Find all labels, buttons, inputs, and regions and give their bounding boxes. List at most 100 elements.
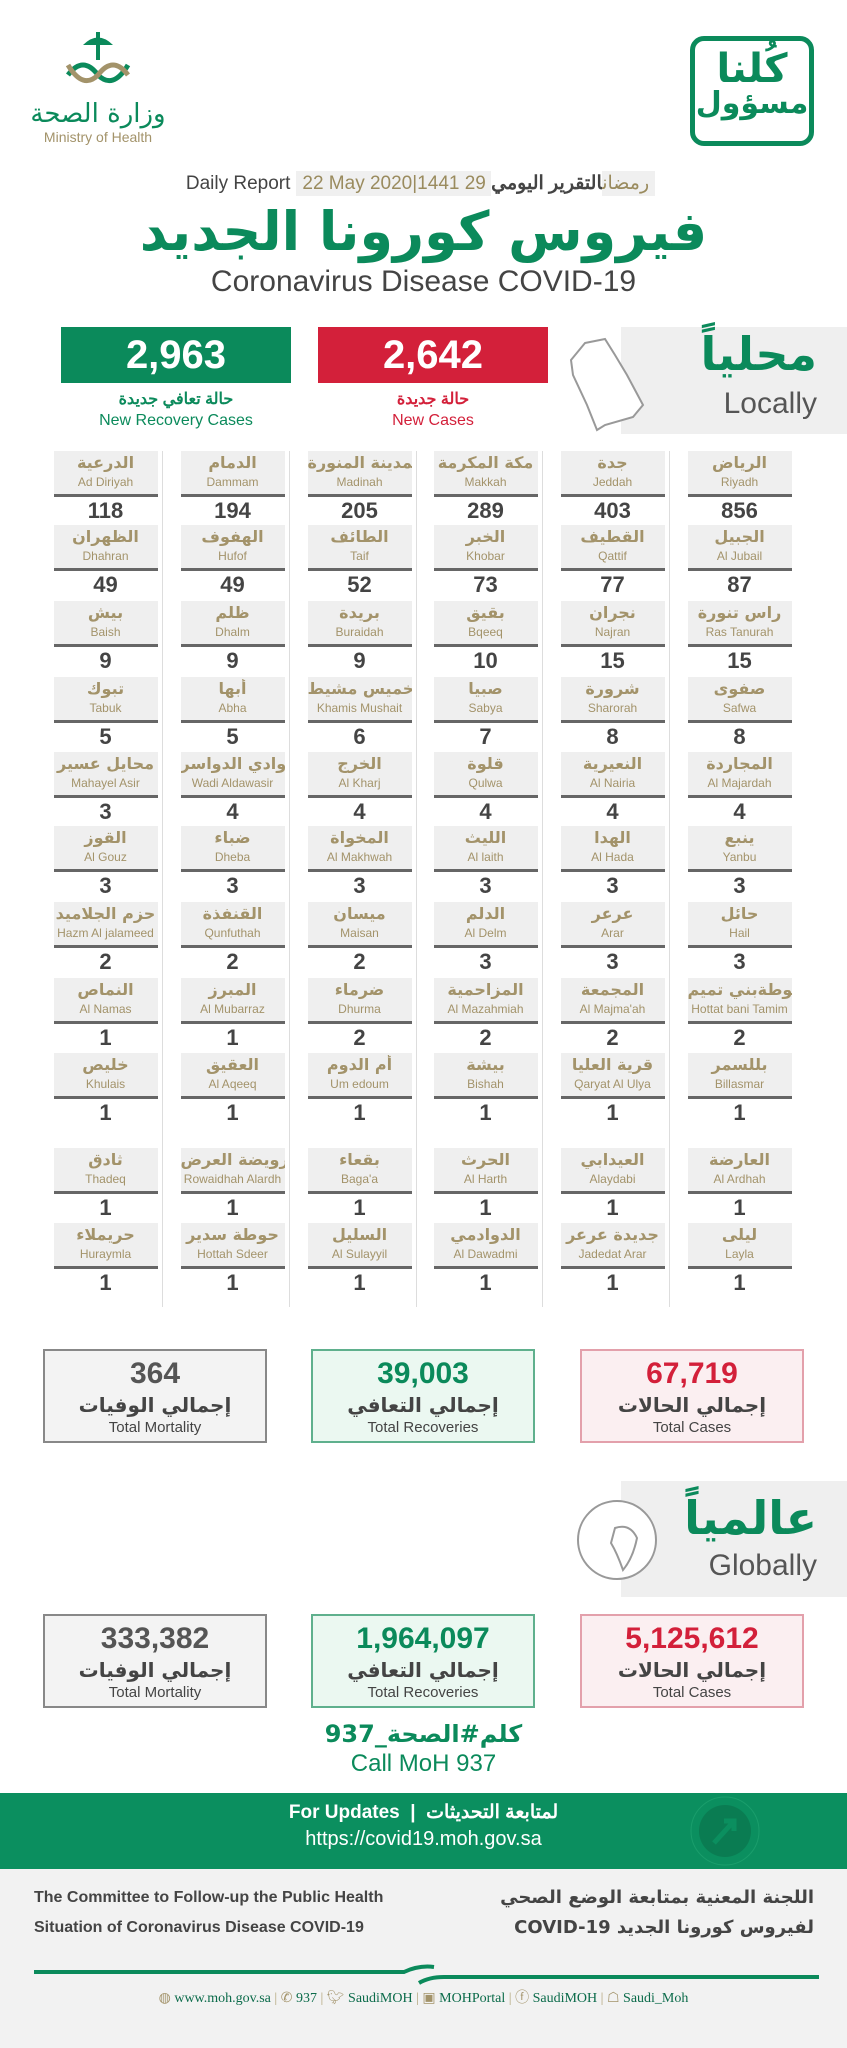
- city-name-en: Hail: [729, 926, 750, 940]
- social-link[interactable]: 🐦︎ SaudiMOH: [327, 1991, 413, 2006]
- city-case-count: 2: [733, 1025, 746, 1050]
- moh-logo: وزارة الصحة Ministry of Health: [28, 30, 168, 145]
- city-case-count: 15: [600, 648, 625, 673]
- city-name-ar: محايل عسير: [57, 754, 154, 773]
- social-link[interactable]: ☖ Saudi_Moh: [607, 1991, 688, 2006]
- city-cell: صبيا Sabya 7: [422, 677, 549, 751]
- city-name-ar: تبوك: [86, 679, 125, 698]
- city-name-ar: الجبيل: [714, 527, 765, 546]
- city-name-en: Jeddah: [592, 475, 633, 489]
- city-name-en: Um edoum: [330, 1077, 389, 1091]
- city-name-en: Khamis Mushait: [316, 701, 403, 715]
- value: 364: [129, 1357, 181, 1390]
- city-case-count: 3: [99, 799, 112, 824]
- city-label: بيشة Bishah: [433, 1053, 538, 1099]
- city-cell: القنفذة Qunfuthah 2: [169, 902, 296, 976]
- city-cell: خليص Khulais 1: [42, 1053, 169, 1127]
- city-case-count: 3: [606, 873, 619, 898]
- city-cell: بقيق Bqeeq 10: [422, 601, 549, 675]
- city-name-ar: حائل: [720, 904, 759, 923]
- city-cell: المبرز Al Mubarraz 1: [169, 978, 296, 1052]
- social-link[interactable]: ◍ www.moh.gov.sa: [159, 1991, 271, 2006]
- city-name-ar: جدة: [597, 453, 628, 472]
- label-ar: إجمالي الوفيات: [78, 1658, 232, 1682]
- city-name-ar: شرورة: [585, 679, 640, 698]
- column-divider: [162, 451, 163, 1307]
- city-cell: أبها Abha 5: [169, 677, 296, 751]
- city-case-count: 4: [733, 799, 746, 824]
- city-name-ar: حزم الجلاميد: [55, 904, 156, 923]
- city-name-en: Maisan: [340, 926, 379, 940]
- city-name-ar: الحرث: [460, 1150, 511, 1169]
- city-name-en: Wadi Aldawasir: [191, 776, 274, 790]
- label-en: Total Recoveries: [367, 1419, 479, 1436]
- city-name-ar: النعيرية: [582, 754, 643, 773]
- city-label: شرورة Sharorah: [560, 677, 665, 723]
- report-date: 22 May 2020|1441 29 رمضان: [296, 171, 656, 196]
- city-name-en: Al Aqeeq: [208, 1077, 257, 1091]
- city-case-count: 1: [479, 1195, 492, 1220]
- city-case-count: 1: [226, 1025, 239, 1050]
- city-label: النعيرية Al Nairia: [560, 752, 665, 798]
- city-case-count: 3: [479, 873, 492, 898]
- city-name-en: Al Jubail: [716, 549, 763, 563]
- city-name-en: Al Gouz: [84, 850, 127, 864]
- snapchat-icon: ☖: [606, 1991, 620, 2006]
- city-label: خليص Khulais: [53, 1053, 158, 1099]
- city-case-count: 3: [733, 949, 746, 974]
- city-cell: أم الدوم Um edoum 1: [296, 1053, 423, 1127]
- city-cell: الدوادمي Al Dawadmi 1: [422, 1223, 549, 1297]
- new-cases-label-ar: حالة جديدة: [396, 391, 470, 408]
- city-name-en: Riyadh: [720, 475, 759, 489]
- separator: |: [270, 1991, 281, 2006]
- city-name-en: Thadeq: [85, 1172, 126, 1186]
- city-name-ar: الدرعية: [76, 453, 135, 472]
- city-case-count: 49: [93, 572, 118, 597]
- city-cell: النماص Al Namas 1: [42, 978, 169, 1052]
- city-name-en: Hottah Sdeer: [197, 1247, 268, 1261]
- city-name-ar: بقيق: [466, 603, 505, 622]
- city-label: السليل Al Sulayyil: [307, 1223, 412, 1269]
- moh-name-en: Ministry of Health: [43, 129, 153, 145]
- social-link[interactable]: ✆ 937: [281, 1991, 317, 2006]
- city-case-count: 1: [733, 1100, 746, 1125]
- new-recoveries-label-en: New Recovery Cases: [99, 412, 253, 429]
- city-name-ar: المزاحمية: [447, 980, 524, 999]
- label-ar: إجمالي الحالات: [617, 1658, 767, 1682]
- city-case-count: 9: [226, 648, 239, 673]
- city-case-count: 2: [226, 949, 239, 974]
- city-name-ar: قلوة: [467, 754, 504, 773]
- masool-text: مسؤول: [695, 86, 809, 121]
- city-name-en: Dhurma: [338, 1002, 381, 1016]
- city-case-count: 3: [353, 873, 366, 898]
- city-cell: بقعاء Baga'a 1: [296, 1148, 423, 1222]
- city-label: قلوة Qulwa: [433, 752, 538, 798]
- city-label: بقيق Bqeeq: [433, 601, 538, 647]
- city-case-count: 1: [479, 1270, 492, 1295]
- city-label: ميسان Maisan: [307, 902, 412, 948]
- city-cell: النعيرية Al Nairia 4: [549, 752, 676, 826]
- city-case-count: 403: [594, 498, 631, 523]
- updates-url[interactable]: https://covid19.moh.gov.sa: [305, 1828, 542, 1850]
- city-label: ضباء Dheba: [180, 826, 285, 872]
- new-recoveries-value: 2,963: [61, 327, 291, 383]
- committee-ar-2: لفيروس كورونا الجديد COVID-19: [514, 1917, 814, 1938]
- city-label: نجران Najran: [560, 601, 665, 647]
- city-cell: ظلم Dhalm 9: [169, 601, 296, 675]
- city-cell: ضباء Dheba 3: [169, 826, 296, 900]
- social-link[interactable]: ▣ MOHPortal: [422, 1991, 505, 2006]
- city-name-en: Qunfuthah: [204, 926, 261, 940]
- social-link[interactable]: ⓕ SaudiMOH: [515, 1991, 597, 2006]
- locally-label-en: Locally: [723, 387, 817, 420]
- city-name-ar: ينبع: [724, 828, 755, 847]
- city-name-ar: القنفذة: [202, 904, 263, 923]
- city-label: ظلم Dhalm: [180, 601, 285, 647]
- city-name-ar: صفوى: [713, 679, 766, 698]
- moh-name-ar: وزارة الصحة: [30, 99, 166, 129]
- city-name-ar: الهدا: [594, 828, 631, 847]
- city-cell: حزم الجلاميد Hazm Al jalameed 2: [42, 902, 169, 976]
- city-cell: الخبر Khobar 73: [422, 525, 549, 599]
- city-name-en: Baish: [90, 625, 121, 639]
- city-label: ليلى Layla: [687, 1223, 792, 1269]
- value: 39,003: [377, 1357, 469, 1390]
